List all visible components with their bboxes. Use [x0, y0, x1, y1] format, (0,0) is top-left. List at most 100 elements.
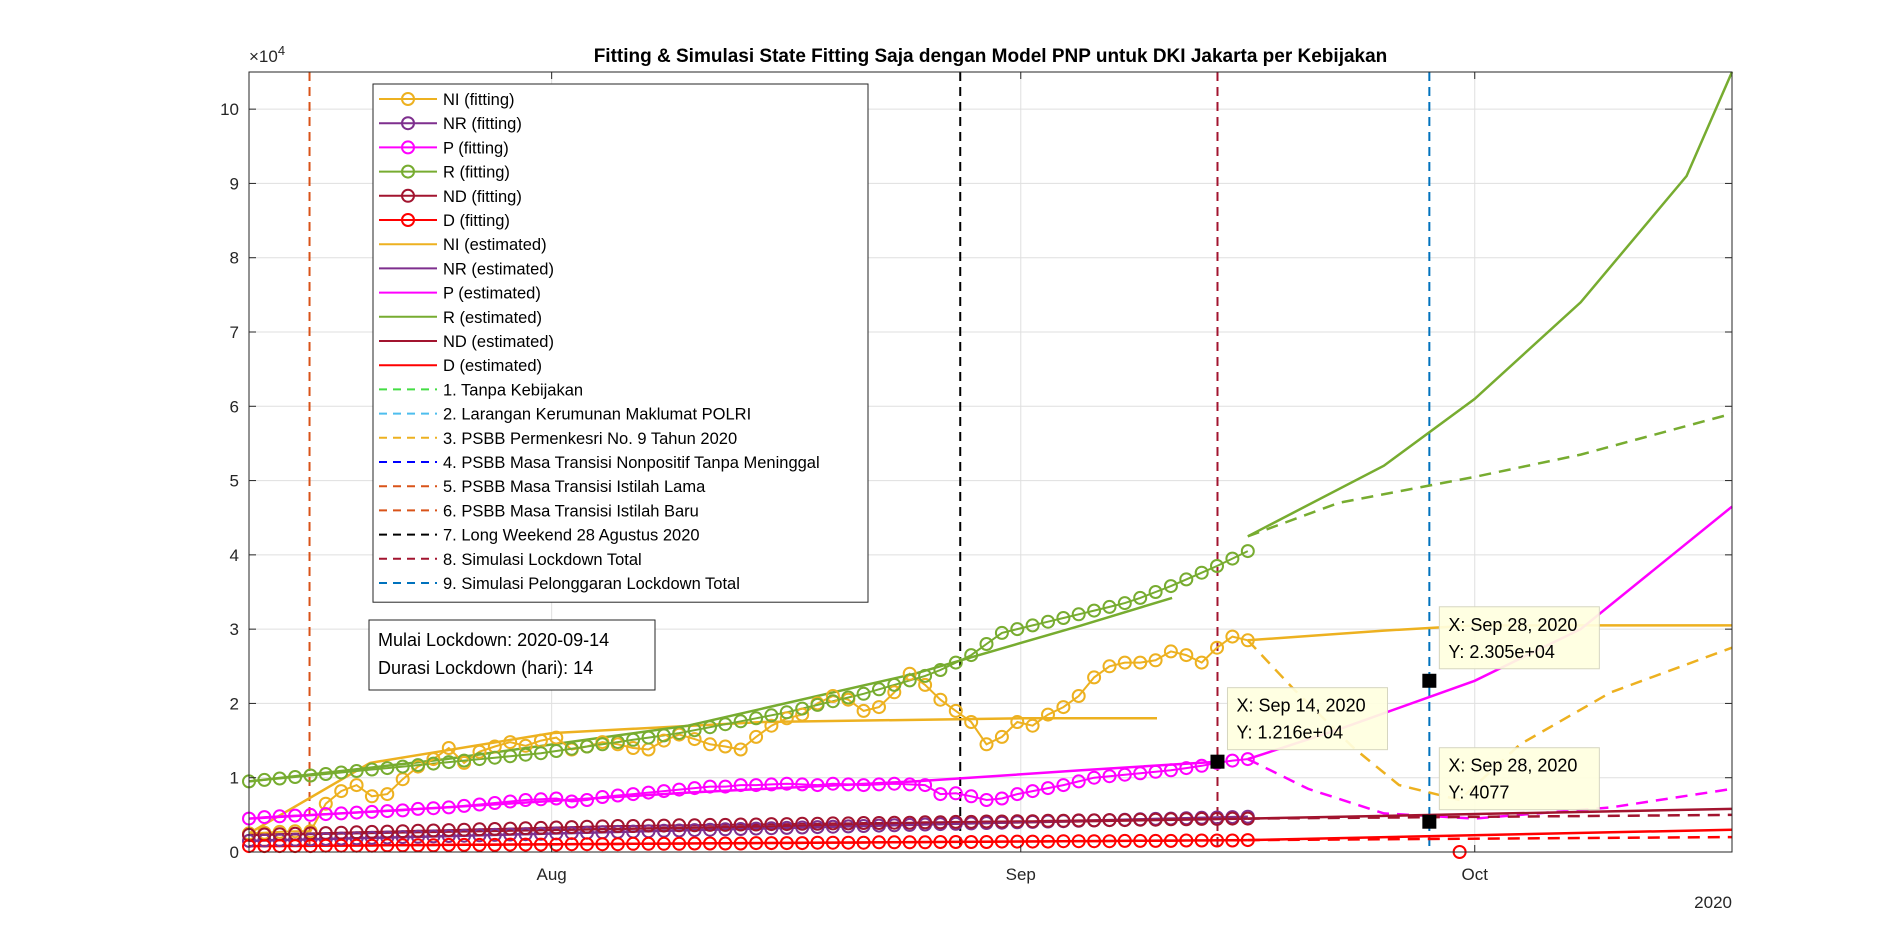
fitting-point [810, 697, 825, 712]
fitting-point [518, 837, 533, 852]
legend-item[interactable]: ND (fitting) [379, 188, 522, 206]
fitting-point [1179, 833, 1194, 848]
legend-item[interactable]: ND (estimated) [379, 333, 554, 351]
legend-label: P (fitting) [443, 139, 509, 157]
fitting-point [948, 835, 963, 849]
fitting-point [703, 836, 717, 851]
fitting-point [426, 752, 441, 767]
legend-label: NI (fitting) [443, 91, 515, 109]
legend-item[interactable]: R (fitting) [379, 164, 510, 182]
y-tick-label: 5 [230, 472, 239, 491]
fitting-point [964, 715, 979, 729]
datatip-marker[interactable] [1422, 814, 1437, 829]
x-tick-label: Aug [537, 865, 567, 884]
fitting-point [533, 792, 548, 807]
fitting-point [1240, 544, 1255, 559]
legend-item[interactable]: 4. PSBB Masa Transisi Nonpositif Tanpa M… [379, 454, 820, 472]
legend-item[interactable]: 6. PSBB Masa Transisi Istilah Baru [379, 502, 699, 520]
legend-item[interactable]: NI (estimated) [379, 236, 547, 254]
legend-item[interactable]: 8. Simulasi Lockdown Total [379, 551, 642, 569]
legend-item[interactable]: 3. PSBB Permenkesri No. 9 Tahun 2020 [379, 430, 737, 448]
fitting-point [687, 723, 702, 738]
y-tick-label: 2 [230, 694, 239, 713]
fitting-point [964, 789, 979, 804]
fitting-point [733, 822, 748, 836]
fitting-point [610, 837, 625, 852]
fitting-point [749, 836, 764, 851]
fitting-point [764, 821, 779, 836]
fitting-point [457, 822, 472, 837]
fitting-point [902, 835, 917, 850]
fitting-point [411, 801, 425, 816]
fitting-point [549, 730, 564, 745]
fitting-point [1117, 767, 1132, 782]
fitting-point [1194, 811, 1209, 826]
fitting-point [1071, 774, 1086, 789]
axes-box [248, 71, 1733, 853]
legend-item[interactable]: 1. Tanpa Kebijakan [379, 381, 583, 399]
legend-item[interactable]: 2. Larangan Kerumunan Maklumat POLRI [379, 406, 751, 424]
legend-item[interactable]: NR (fitting) [379, 115, 522, 133]
fitting-point [656, 733, 671, 748]
legend-item[interactable]: P (fitting) [379, 139, 509, 157]
datatip[interactable]: X: Sep 28, 2020 Y: 2.305e+04 [1438, 606, 1600, 670]
fitting-point [272, 833, 287, 848]
fitting-point [825, 694, 840, 709]
fitting-point [1210, 559, 1224, 573]
fitting-point [1240, 811, 1255, 826]
fitting-point [887, 815, 902, 830]
fitting-point [872, 816, 886, 830]
fitting-point [1087, 670, 1102, 685]
policy-lines [308, 72, 1431, 852]
fitting-point [979, 637, 994, 651]
fitting-point [1133, 812, 1148, 827]
fitting-point [380, 787, 395, 802]
legend-item[interactable]: 7. Long Weekend 28 Agustus 2020 [379, 527, 700, 545]
fitting-point [503, 821, 518, 836]
fitting-point [395, 803, 410, 818]
fitting-point [288, 832, 303, 847]
y-tick-label: 7 [230, 323, 239, 342]
legend-item[interactable]: P (estimated) [379, 285, 541, 303]
datatip-marker[interactable] [1422, 673, 1437, 688]
y-tick-label: 0 [230, 843, 239, 862]
fitting-point [349, 764, 364, 778]
legend-label: R (fitting) [443, 164, 510, 182]
legend-item[interactable]: R (estimated) [379, 309, 542, 327]
legend-item[interactable]: NR (estimated) [379, 260, 554, 278]
legend-label: 7. Long Weekend 28 Agustus 2020 [443, 527, 700, 545]
fitting-point [457, 753, 472, 768]
legend-item[interactable]: NI (fitting) [379, 91, 515, 109]
datatip-x-text: X: Sep 28, 2020 [1448, 615, 1577, 635]
fitting-point [1133, 766, 1148, 781]
fitting-point [795, 816, 810, 831]
fitting-point [1163, 644, 1178, 659]
legend-item[interactable]: 9. Simulasi Pelonggaran Lockdown Total [379, 575, 740, 593]
fitting-point [1225, 551, 1240, 566]
fitting-point [779, 705, 794, 720]
fitting-point [303, 807, 318, 822]
info-box-frame [368, 619, 656, 691]
fitting-point [825, 816, 840, 831]
datatip[interactable]: X: Sep 14, 2020 Y: 1.216e+04 [1226, 687, 1388, 751]
fitting-point [994, 625, 1009, 640]
fitting-point [1056, 611, 1071, 625]
legend-item[interactable]: D (estimated) [379, 357, 542, 375]
fitting-point [872, 777, 886, 792]
datatip-marker[interactable] [1210, 754, 1225, 769]
fitting-point [1117, 833, 1132, 848]
datatip[interactable]: X: Sep 28, 2020 Y: 4077 [1438, 747, 1600, 811]
fitting-point [1148, 585, 1163, 599]
legend-item[interactable]: D (fitting) [379, 212, 510, 230]
fitting-point [472, 744, 487, 759]
fitting-point [656, 836, 671, 851]
y-tick-label: 8 [230, 249, 239, 268]
fitting-point [902, 777, 917, 792]
fitting-point [503, 837, 518, 852]
fitting-point [872, 682, 886, 697]
fitting-point [1010, 622, 1025, 637]
fitting-point [626, 741, 641, 755]
fitting-point [426, 801, 441, 816]
fitting-point [887, 835, 902, 850]
legend-item[interactable]: 5. PSBB Masa Transisi Istilah Lama [379, 478, 706, 496]
